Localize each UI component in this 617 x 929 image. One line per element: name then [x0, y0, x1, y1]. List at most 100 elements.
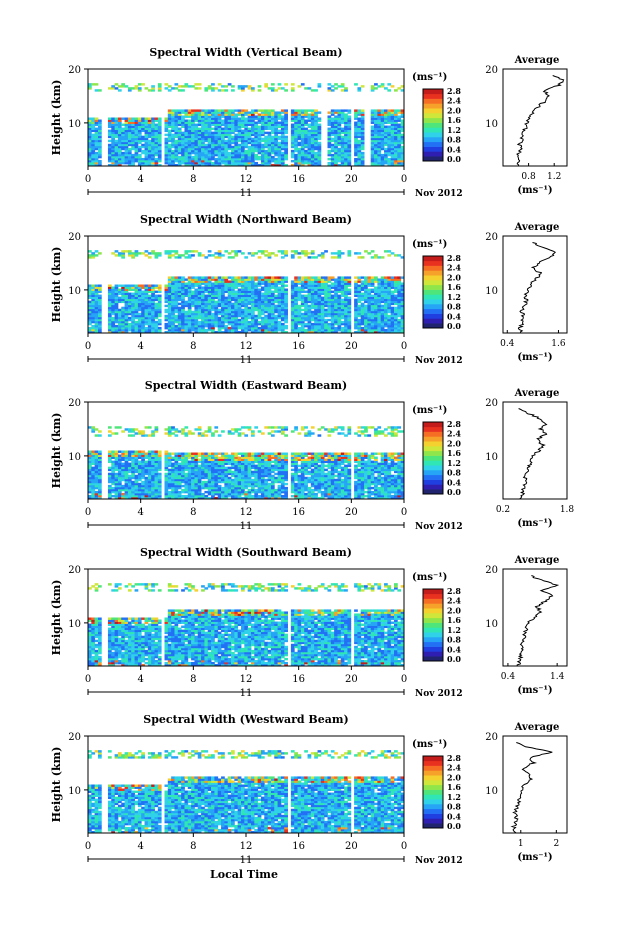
heatmap-cell	[254, 147, 259, 151]
heatmap-cell	[91, 300, 96, 304]
heatmap-cell	[144, 125, 149, 128]
heatmap-cell	[111, 161, 116, 165]
heatmap-cell	[197, 87, 202, 90]
heatmap-cell	[244, 123, 249, 126]
heatmap-cell	[114, 163, 119, 167]
heatmap-cell	[164, 284, 169, 287]
average-y-tick-label: 10	[485, 286, 498, 297]
heatmap-cell	[174, 151, 179, 155]
heatmap-cell	[224, 113, 229, 116]
heatmap-cell	[211, 133, 215, 137]
heatmap-cell	[121, 286, 125, 289]
heatmap-cell	[94, 434, 99, 437]
heatmap-cell	[280, 139, 285, 143]
heatmap-cell	[121, 320, 125, 324]
heatmap-cell	[144, 304, 149, 308]
heatmap-cell	[167, 115, 172, 118]
heatmap-cell	[94, 250, 99, 253]
heatmap-cell	[274, 149, 278, 153]
heatmap-cell	[330, 129, 335, 133]
heatmap-cell	[194, 308, 199, 312]
heatmap-cell	[397, 153, 402, 157]
heatmap-cell	[171, 300, 175, 304]
heatmap-cell	[167, 324, 172, 328]
heatmap-cell	[137, 141, 142, 145]
heatmap-cell	[300, 111, 305, 114]
heatmap-cell	[184, 109, 189, 112]
heatmap-cell	[171, 250, 175, 253]
x-tick-label: 8	[190, 174, 196, 185]
heatmap-cell	[330, 145, 335, 149]
colorbar-swatch	[423, 137, 443, 143]
heatmap-cell	[88, 288, 92, 291]
heatmap-cell	[181, 318, 185, 322]
heatmap-cell	[260, 121, 265, 124]
heatmap-cell	[387, 127, 392, 131]
heatmap-cell	[257, 113, 262, 116]
heatmap-cell	[374, 147, 378, 151]
heatmap-cell	[127, 306, 132, 310]
heatmap-cell	[327, 149, 332, 153]
heatmap-cell	[347, 153, 352, 157]
heatmap-cell	[191, 324, 195, 328]
heatmap-cell	[374, 135, 378, 139]
heatmap-cell	[151, 87, 155, 90]
heatmap-cell	[384, 121, 388, 124]
heatmap-cell	[204, 153, 209, 157]
heatmap-cell	[277, 155, 282, 159]
heatmap-cell	[177, 113, 182, 116]
heatmap-cell	[97, 119, 102, 122]
heatmap-cell	[131, 302, 135, 306]
heatmap-cell	[111, 141, 116, 145]
heatmap-cell	[224, 119, 229, 122]
heatmap-cell	[241, 161, 245, 165]
heatmap-cell	[317, 151, 322, 155]
heatmap-cell	[310, 149, 315, 153]
heatmap-cell	[387, 143, 392, 147]
heatmap-cell	[94, 89, 99, 92]
heatmap-cell	[304, 135, 308, 139]
heatmap-cell	[274, 151, 278, 155]
heatmap-cell	[330, 143, 335, 147]
heatmap-cell	[117, 284, 122, 287]
heatmap-cell	[154, 310, 159, 314]
heatmap-cell	[290, 113, 295, 116]
heatmap-cell	[137, 123, 142, 126]
heatmap-cell	[117, 135, 122, 139]
heatmap-cell	[307, 137, 312, 141]
heatmap-cell	[290, 250, 295, 253]
heatmap-cell	[387, 117, 392, 120]
heatmap-cell	[337, 294, 342, 298]
heatmap-cell	[370, 131, 375, 135]
heatmap-cell	[197, 310, 202, 314]
heatmap-cell	[141, 292, 145, 295]
heatmap-cell	[377, 119, 382, 122]
heatmap-cell	[154, 143, 159, 147]
heatmap-cell	[241, 131, 245, 135]
heatmap-cell	[204, 145, 209, 149]
heatmap-cell	[107, 163, 112, 167]
heatmap-cell	[157, 163, 162, 167]
heatmap-cell	[354, 143, 358, 147]
heatmap-cell	[194, 328, 199, 332]
heatmap-cell	[347, 121, 352, 124]
heatmap-cell	[377, 143, 382, 147]
heatmap-cell	[387, 133, 392, 137]
heatmap-cell	[274, 147, 278, 151]
heatmap-cell	[231, 131, 235, 135]
heatmap-cell	[277, 276, 282, 279]
heatmap-cell	[137, 121, 142, 124]
heatmap-cell	[337, 121, 342, 124]
heatmap-cell	[151, 252, 155, 255]
heatmap-cell	[194, 306, 199, 310]
heatmap-cell	[370, 288, 375, 291]
heatmap-cell	[177, 276, 182, 279]
heatmap-cell	[267, 151, 272, 155]
colorbar-frame	[422, 88, 444, 162]
heatmap-cell	[174, 284, 179, 287]
heatmap-cell	[164, 314, 169, 318]
heatmap-cell	[247, 87, 252, 90]
heatmap-cell	[400, 89, 405, 92]
heatmap-cell	[94, 127, 99, 131]
heatmap-cell	[390, 147, 395, 151]
